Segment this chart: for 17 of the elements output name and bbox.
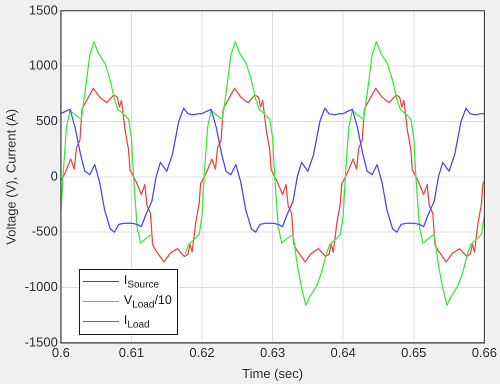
x-tick-label: 0.65	[401, 345, 426, 360]
x-axis-title: Time (sec)	[242, 366, 304, 381]
y-tick-label: 1500	[28, 2, 58, 18]
y-tick-label: -1000	[24, 279, 58, 294]
x-tick-label: 0.64	[330, 345, 356, 360]
legend-label: I$_{Source}$	[124, 273, 160, 291]
y-axis-title: Voltage (V), Current (A)	[3, 108, 18, 245]
x-tick-label: 0.62	[189, 345, 215, 360]
x-tick-label: 0.66	[472, 345, 498, 360]
y-tick-label: 1000	[28, 58, 58, 73]
y-tick-label: -500	[32, 224, 58, 239]
x-tick-label: 0.63	[260, 345, 286, 360]
legend-label: I$_{Load}$	[124, 313, 150, 331]
legend-label: V$_{Load}$/10	[124, 293, 172, 311]
y-tick-label: 500	[36, 113, 58, 128]
x-tick-label: 0.61	[118, 345, 144, 360]
y-tick-label: 0	[50, 168, 58, 184]
